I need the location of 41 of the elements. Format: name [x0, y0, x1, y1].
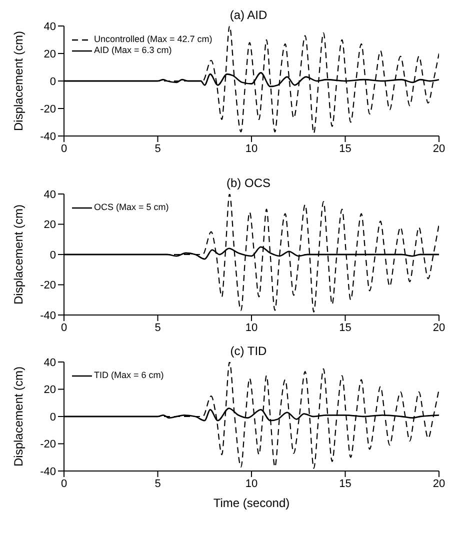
x-tick-label: 20 — [432, 142, 446, 155]
x-tick-label: 5 — [154, 478, 161, 490]
x-tick-label: 10 — [245, 142, 258, 155]
y-tick-label: 20 — [44, 384, 56, 396]
chart-title: (a) AID — [228, 8, 268, 22]
y-tick-label: -40 — [40, 130, 56, 143]
legend-label: Uncontrolled (Max = 42.7 cm) — [94, 34, 212, 45]
y-tick-label: 40 — [44, 188, 56, 201]
y-tick-label: -40 — [40, 466, 56, 478]
x-tick-label: 10 — [245, 478, 258, 490]
chart-title: (b) OCS — [225, 176, 272, 190]
x-tick-label: 0 — [60, 322, 68, 334]
y-tick-label: -20 — [40, 438, 56, 451]
x-tick-label: 15 — [339, 322, 352, 334]
x-tick-label: 20 — [432, 478, 446, 490]
y-tick-label: 20 — [44, 219, 56, 232]
y-tick-label: 20 — [44, 48, 56, 60]
y-axis-title: Displacement (cm) — [11, 204, 26, 304]
x-tick-label: 5 — [154, 142, 161, 155]
y-tick-label: -20 — [40, 280, 56, 292]
legend-label: AID (Max = 6.3 cm) — [94, 45, 172, 56]
x-tick-label: 0 — [60, 142, 68, 155]
x-tick-label: 5 — [154, 322, 161, 334]
x-tick-label: 15 — [339, 142, 352, 155]
y-tick-label: -20 — [40, 103, 56, 116]
legend-label: TID (Max = 6 cm) — [94, 370, 164, 381]
chart-title: (c) TID — [229, 344, 268, 358]
y-tick-label: 40 — [44, 356, 56, 369]
x-tick-label: 0 — [60, 478, 68, 490]
y-axis-title: Displacement (cm) — [11, 30, 26, 131]
x-tick-label: 20 — [432, 322, 446, 334]
legend-label: OCS (Max = 5 cm) — [94, 202, 169, 213]
y-tick-label: 0 — [50, 411, 56, 424]
y-tick-label: -40 — [40, 310, 56, 322]
y-tick-label: 0 — [50, 249, 56, 262]
x-axis-title: Time (second) — [213, 496, 290, 510]
y-tick-label: 0 — [50, 76, 56, 88]
y-tick-label: 40 — [44, 20, 56, 33]
y-axis-title: Displacement (cm) — [11, 366, 26, 466]
x-tick-label: 15 — [339, 478, 352, 490]
x-tick-label: 10 — [245, 322, 258, 334]
